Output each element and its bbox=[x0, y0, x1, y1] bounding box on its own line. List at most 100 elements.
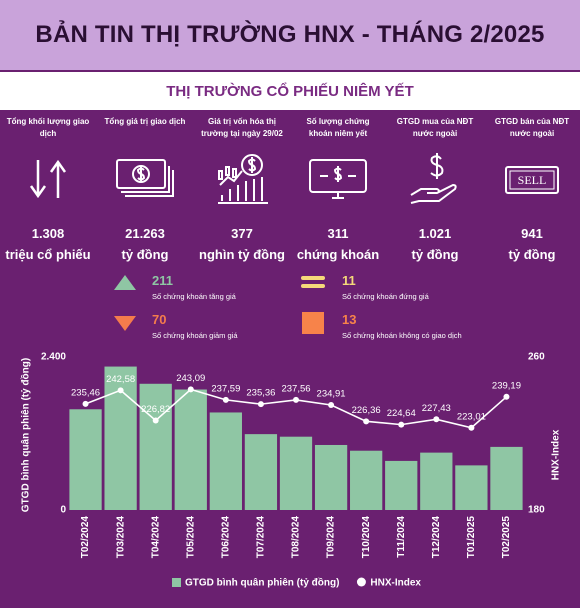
stat-label: GTGD bán của NĐT nước ngoài bbox=[494, 117, 570, 138]
data-label: 235,46 bbox=[71, 387, 100, 398]
icon bbox=[116, 159, 174, 197]
x-tick-label: T11/2024 bbox=[396, 516, 407, 558]
bar bbox=[314, 444, 348, 510]
stat: Tổng giá trị giao dịch 21.263 tỷ đồng bbox=[97, 116, 193, 262]
line-point bbox=[363, 418, 370, 425]
bar bbox=[244, 434, 278, 510]
data-label: 243,09 bbox=[176, 373, 205, 384]
line-point bbox=[293, 396, 299, 403]
up-icon bbox=[114, 275, 136, 290]
x-tick-label: T09/2024 bbox=[326, 516, 337, 559]
legend-label: GTGD bình quân phiên (tỷ đồng) bbox=[185, 577, 339, 589]
data-label: 237,59 bbox=[211, 383, 240, 394]
data-label: 226,82 bbox=[141, 404, 170, 415]
stat-unit: tỷ đồng bbox=[121, 247, 169, 262]
data-label: 235,36 bbox=[246, 388, 275, 399]
stat-label: Tổng khối lượng giao dịch bbox=[6, 117, 90, 138]
x-tick-label: T07/2024 bbox=[256, 516, 267, 559]
count-label: Số chứng khoán giảm giá bbox=[152, 331, 238, 340]
stat-unit: tỷ đồng bbox=[411, 247, 459, 262]
icon bbox=[309, 159, 367, 199]
x-tick-label: T02/2024 bbox=[80, 516, 91, 559]
line-point bbox=[503, 393, 510, 400]
stat-value: 941 bbox=[521, 226, 543, 241]
stat-unit: triệu cổ phiếu bbox=[5, 247, 91, 262]
bar bbox=[490, 446, 523, 510]
icon bbox=[218, 154, 268, 204]
icon bbox=[410, 153, 457, 204]
stat-label: Giá trị vốn hóa thị trường tại ngày 29/0… bbox=[201, 117, 283, 138]
bar bbox=[455, 465, 488, 510]
subtitle: THỊ TRƯỜNG CỔ PHIẾU NIÊM YẾT bbox=[0, 72, 580, 110]
x-tick-label: T05/2024 bbox=[185, 516, 196, 559]
bar bbox=[139, 383, 172, 510]
count-label: Số chứng khoán đứng giá bbox=[342, 292, 429, 301]
y2-tick-label: 180 bbox=[528, 505, 545, 516]
data-label: 242,58 bbox=[106, 374, 135, 385]
data-label: 227,43 bbox=[422, 403, 451, 414]
y-tick-label: 2.400 bbox=[41, 352, 66, 363]
stat: Giá trị vốn hóa thị trường tại ngày 29/0… bbox=[194, 116, 290, 262]
stat-unit: tỷ đồng bbox=[508, 247, 556, 262]
stat: Số lượng chứng khoán niêm yết 311 chứng … bbox=[290, 116, 386, 262]
stat: Tổng khối lượng giao dịch 1.308 triệu cổ… bbox=[0, 116, 96, 262]
stat-value: 377 bbox=[231, 226, 253, 241]
x-tick-label: T01/2025 bbox=[466, 516, 477, 559]
x-tick-label: T08/2024 bbox=[291, 516, 302, 559]
count: 11 Số chứng khoán đứng giá bbox=[342, 273, 429, 301]
bar bbox=[350, 450, 383, 510]
data-label: 237,56 bbox=[281, 383, 310, 394]
count-value: 11 bbox=[342, 273, 356, 288]
stat-value: 1.308 bbox=[31, 226, 65, 241]
y2-tick-label: 260 bbox=[528, 352, 545, 363]
line-point bbox=[187, 386, 194, 393]
line-point bbox=[328, 401, 335, 408]
icon: SELL bbox=[505, 166, 559, 194]
y-tick-label: 0 bbox=[60, 505, 66, 516]
bar bbox=[209, 412, 242, 510]
x-tick-label: T04/2024 bbox=[150, 516, 161, 559]
legend-marker bbox=[172, 578, 181, 587]
count: 211 Số chứng khoán tăng giá bbox=[152, 273, 236, 301]
data-label: 239,19 bbox=[492, 380, 521, 391]
count-value: 70 bbox=[152, 312, 167, 327]
icon bbox=[29, 159, 67, 199]
stat-unit: chứng khoán bbox=[296, 247, 380, 262]
count-label: Số chứng khoán không có giao dịch bbox=[342, 331, 462, 340]
header: BẢN TIN THỊ TRƯỜNG HNX - THÁNG 2/2025 bbox=[0, 0, 580, 70]
x-tick-label: T03/2024 bbox=[115, 516, 126, 559]
count-value: 13 bbox=[342, 312, 357, 327]
line-point bbox=[433, 416, 440, 423]
line-point bbox=[82, 400, 89, 407]
stat-label: Tổng giá trị giao dịch bbox=[104, 117, 186, 126]
bar bbox=[420, 452, 453, 510]
line-point bbox=[152, 417, 159, 424]
data-label: 234,91 bbox=[317, 389, 346, 400]
square-icon bbox=[302, 312, 324, 334]
x-tick-label: T02/2025 bbox=[501, 516, 512, 559]
stat-label: GTGD mua của NĐT nước ngoài bbox=[396, 117, 474, 138]
legend-marker bbox=[356, 577, 366, 587]
equal-icon bbox=[301, 276, 325, 288]
bar bbox=[174, 389, 207, 510]
count: 70 Số chứng khoán giảm giá bbox=[152, 312, 238, 340]
stat: GTGD bán của NĐT nước ngoài SELL 941 tỷ … bbox=[484, 116, 580, 262]
stat: GTGD mua của NĐT nước ngoài 1.021 tỷ đồn… bbox=[387, 116, 483, 262]
stat-unit: nghìn tỷ đồng bbox=[199, 247, 285, 262]
line-point bbox=[468, 424, 475, 431]
line-point bbox=[257, 401, 264, 408]
line-point bbox=[398, 421, 405, 428]
data-label: 224,64 bbox=[387, 408, 416, 419]
stat-label: Số lượng chứng khoán niêm yết bbox=[306, 117, 370, 138]
stat-value: 1.021 bbox=[418, 226, 452, 241]
down-icon bbox=[114, 316, 136, 331]
x-tick-label: T06/2024 bbox=[220, 516, 231, 559]
data-label: 226,36 bbox=[352, 405, 381, 416]
count: 13 Số chứng khoán không có giao dịch bbox=[342, 312, 462, 340]
stat-value: 311 bbox=[327, 226, 349, 241]
line-point bbox=[117, 387, 124, 394]
legend-label: HNX-Index bbox=[370, 578, 421, 589]
y2-axis-label: HNX-Index bbox=[551, 429, 562, 480]
